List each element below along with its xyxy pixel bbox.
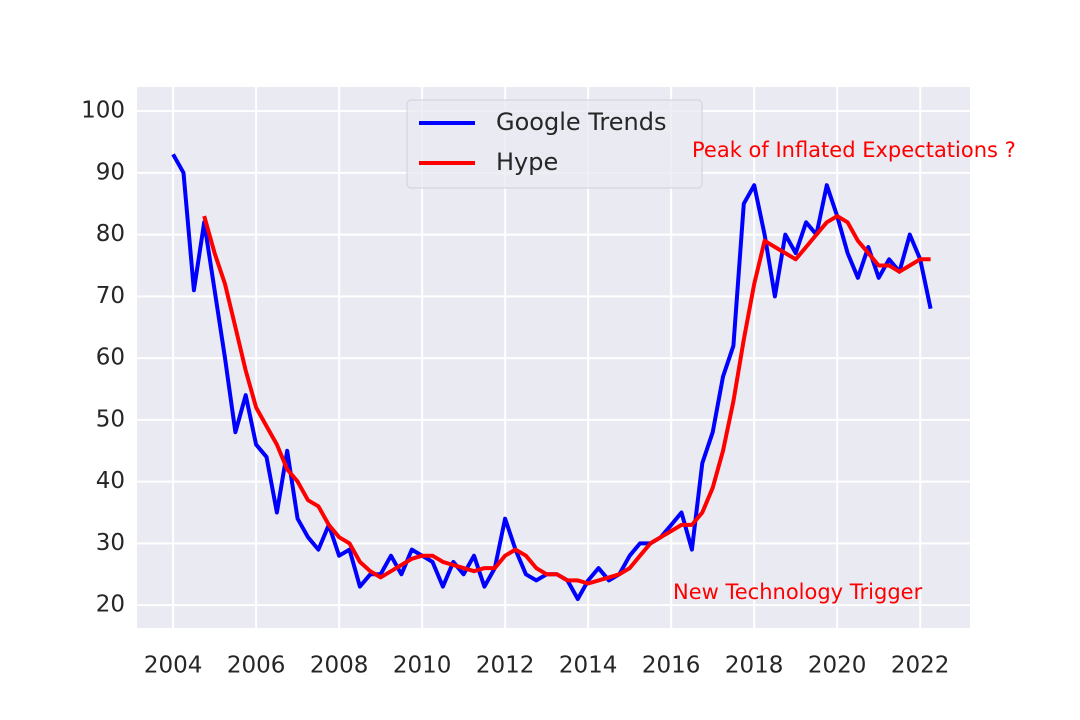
x-tick-label: 2022 xyxy=(891,653,950,679)
y-tick-label: 30 xyxy=(96,530,125,556)
x-tick-label: 2008 xyxy=(310,653,369,679)
series-line xyxy=(202,214,931,586)
x-tick-label: 2018 xyxy=(725,653,784,679)
x-tick-label: 2010 xyxy=(393,653,452,679)
x-tick-label: 2012 xyxy=(476,653,535,679)
y-tick-label: 40 xyxy=(96,468,125,494)
legend-label: Hype xyxy=(496,148,558,176)
annotation: New Technology Trigger xyxy=(673,580,923,604)
legend-label: Google Trends xyxy=(496,108,666,136)
y-tick-label: 20 xyxy=(96,592,125,618)
y-tick-label: 80 xyxy=(96,221,125,247)
y-tick-label: 50 xyxy=(96,406,125,432)
y-tick-label: 90 xyxy=(96,159,125,185)
x-tick-label: 2014 xyxy=(559,653,618,679)
x-tick-label: 2006 xyxy=(227,653,286,679)
y-tick-label: 60 xyxy=(96,345,125,371)
x-tick-label: 2020 xyxy=(808,653,867,679)
y-tick-label: 70 xyxy=(96,283,125,309)
legend-box xyxy=(406,99,703,189)
x-tick-label: 2004 xyxy=(144,653,203,679)
x-tick-label: 2016 xyxy=(642,653,701,679)
y-tick-label: 100 xyxy=(81,98,125,124)
annotation: Peak of Inflated Expectations ? xyxy=(692,138,1016,162)
legend: Google Trends Hype xyxy=(406,99,703,189)
